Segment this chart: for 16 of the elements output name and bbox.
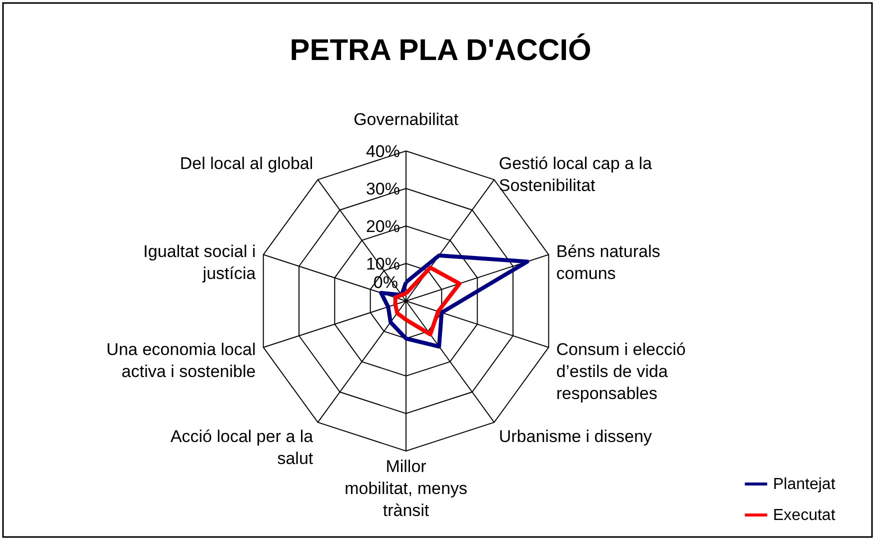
spoke-label: Béns naturals comuns	[556, 242, 660, 284]
legend-label: Plantejat	[773, 476, 836, 493]
y-tick-label: 40%	[366, 142, 400, 161]
spoke-label: Acció local per a la salut	[170, 426, 314, 468]
spoke-label: Urbanisme i disseny	[498, 426, 652, 446]
chart-title: PETRA PLA D'ACCIÓ	[290, 33, 592, 67]
spoke-label: Una economia local activa i sostenible	[106, 340, 256, 381]
spoke-label: Governabilitat	[354, 110, 459, 129]
spoke-label: Millor mobilitat, menys trànsit	[344, 457, 468, 520]
legend-label: Executat	[773, 507, 836, 524]
spoke-label: Del local al global	[180, 154, 314, 174]
spoke-label: Igualtat social i justícia	[143, 242, 256, 284]
spoke-label: Consum i elecció d’estils de vida responsables	[556, 340, 686, 403]
spoke-label: Gestió local cap a la Sostenibilitat	[498, 154, 652, 196]
y-tick-label: 30%	[366, 180, 400, 198]
y-tick-label: 20%	[366, 217, 400, 236]
